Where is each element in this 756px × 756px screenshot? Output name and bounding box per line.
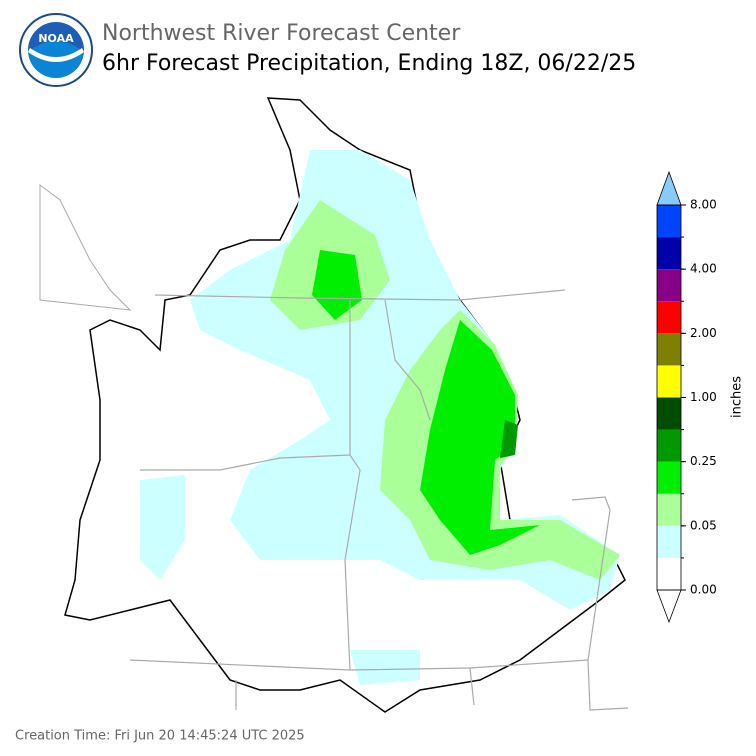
agency-title: Northwest River Forecast Center	[102, 21, 461, 46]
colorbar-tick-label: 0.00	[690, 583, 717, 597]
colorbar-tick-label: 1.00	[690, 390, 717, 404]
colorbar-tick-label: 4.00	[690, 262, 717, 276]
colorbar-extend-low	[656, 589, 682, 624]
colorbar-label: inches	[730, 376, 745, 418]
colorbar-segment	[657, 493, 681, 526]
colorbar-segment	[657, 205, 681, 238]
colorbar-tick-label: 2.00	[690, 326, 717, 340]
colorbar-segment	[657, 365, 681, 398]
creation-time: Creation Time: Fri Jun 20 14:45:24 UTC 2…	[15, 729, 305, 744]
colorbar-tick-label: 8.00	[690, 198, 717, 212]
colorbar: 0.00 0.05 0.25 1.00 2.00 4.00 8.00	[656, 170, 717, 624]
colorbar-tick-label: 0.05	[690, 518, 717, 532]
map	[39, 97, 629, 713]
colorbar-segment	[657, 525, 681, 558]
colorbar-extend-high	[656, 170, 682, 206]
product-title: 6hr Forecast Precipitation, Ending 18Z, …	[102, 51, 636, 76]
colorbar-segment	[657, 333, 681, 366]
colorbar-tick-label: 0.25	[690, 454, 717, 468]
colorbar-segment	[657, 237, 681, 270]
colorbar-segment	[657, 429, 681, 462]
colorbar-segment	[657, 397, 681, 430]
colorbar-segment	[657, 461, 681, 494]
colorbar-segment	[657, 301, 681, 334]
logo-text: NOAA	[38, 32, 74, 45]
logo: NOAA	[19, 13, 93, 87]
colorbar-segment	[657, 269, 681, 302]
colorbar-segment	[657, 557, 681, 590]
